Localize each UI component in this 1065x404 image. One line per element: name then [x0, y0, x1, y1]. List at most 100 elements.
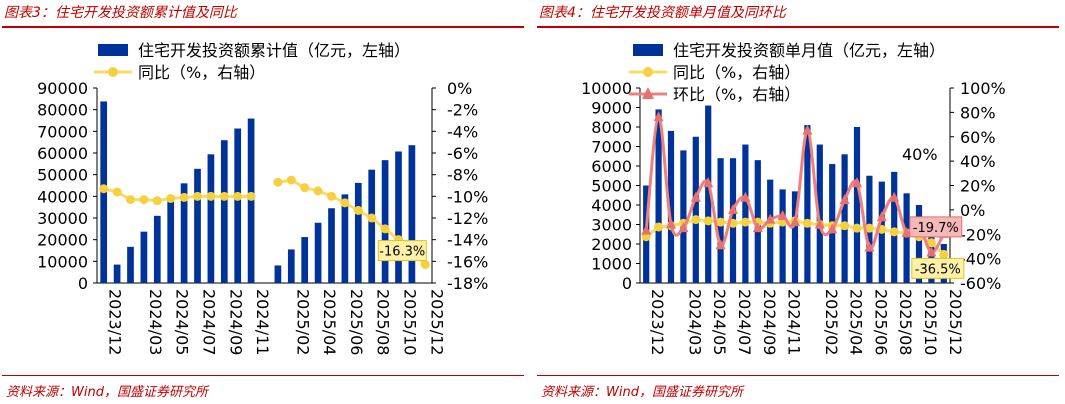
- y-tick-label-right: -6%: [447, 144, 478, 163]
- x-tick-label: 2025/10: [921, 289, 940, 355]
- bar: [167, 198, 175, 283]
- mom-point: [814, 218, 825, 229]
- chart-cumulative-investment: 0 10000 20000 30000 40000 50000 60000 70000 8000…: [37, 41, 488, 355]
- mom-point: [889, 191, 900, 202]
- legend-label: 同比（%，右轴）: [138, 63, 265, 82]
- yoy-point: [852, 223, 862, 233]
- bar: [301, 237, 309, 283]
- bar: [903, 193, 910, 283]
- y-tick-label-left: 90000: [37, 79, 88, 98]
- yoy-point: [286, 175, 296, 185]
- yoy-point: [219, 191, 229, 201]
- bar: [368, 169, 376, 283]
- legend-label: 同比（%，右轴）: [673, 63, 800, 82]
- mom-point: [790, 216, 800, 227]
- x-tick-label: 2025/02: [293, 289, 312, 355]
- y-tick-label-right: 0%: [960, 201, 985, 220]
- y-tick-label-left: 30000: [37, 209, 88, 228]
- yoy-point: [273, 177, 283, 187]
- y-tick-label-left: 1000: [591, 255, 632, 274]
- bar: [853, 127, 861, 283]
- y-tick-label-right: -40%: [960, 250, 1001, 269]
- y-tick-label-left: 4000: [591, 196, 632, 215]
- bar: [742, 144, 749, 283]
- yoy-point: [179, 192, 189, 202]
- y-tick-label-right: 20%: [960, 177, 996, 196]
- y-tick-label-left: 40000: [37, 187, 88, 206]
- annotation-box: [911, 257, 965, 279]
- legend-marker: [108, 67, 118, 77]
- y-tick-label-right: -8%: [447, 166, 478, 185]
- bar: [140, 231, 148, 283]
- x-tick-label: 2025/06: [871, 289, 890, 355]
- mom-point: [728, 203, 738, 214]
- bar: [655, 109, 662, 283]
- mom-point: [703, 177, 714, 188]
- bar: [816, 144, 823, 283]
- y-tick-label-right: -20%: [960, 225, 1001, 244]
- y-tick-label-left: 3000: [591, 216, 632, 235]
- bar: [328, 208, 335, 283]
- yoy-point: [889, 227, 899, 237]
- y-tick-label-right: -18%: [447, 274, 488, 293]
- bar: [194, 168, 201, 283]
- y-tick-label-left: 80000: [37, 101, 88, 120]
- yoy-point: [126, 195, 135, 205]
- y-tick-label-left: 0: [622, 274, 632, 293]
- y-tick-label-right: -10%: [447, 187, 488, 206]
- x-tick-label: 2024/07: [200, 289, 219, 355]
- bar: [180, 183, 188, 283]
- yoy-point: [926, 238, 936, 248]
- yoy-point: [206, 191, 216, 201]
- y-tick-label-right: -16%: [447, 252, 488, 271]
- y-tick-label-right: -14%: [447, 231, 488, 250]
- mom-point: [839, 194, 850, 205]
- series-line: [103, 187, 252, 203]
- y-tick-label-left: 20000: [37, 231, 88, 250]
- mom-point: [901, 227, 912, 238]
- mom-point: [765, 213, 776, 224]
- yoy-point: [380, 224, 390, 234]
- yoy-point: [740, 217, 750, 227]
- yoy-point: [654, 222, 664, 232]
- bar: [341, 194, 349, 283]
- yoy-point: [99, 184, 109, 194]
- yoy-point: [340, 198, 350, 208]
- bar: [153, 215, 161, 283]
- y-tick-label-right: -4%: [447, 122, 478, 141]
- mom-point: [740, 191, 751, 202]
- yoy-point: [353, 205, 363, 215]
- y-tick-label-right: 80%: [960, 103, 996, 122]
- x-tick-label: 2025/12: [427, 289, 446, 355]
- annotation-label: 40%: [902, 145, 938, 164]
- bar: [928, 232, 935, 283]
- y-tick-label-right: 60%: [960, 128, 996, 147]
- y-tick-label-left: 50000: [37, 166, 88, 185]
- source-note: 资料来源：Wind，国盛证券研究所: [6, 385, 208, 400]
- yoy-point: [420, 260, 430, 270]
- y-tick-label-left: 5000: [591, 177, 632, 196]
- y-tick-label-right: -60%: [960, 274, 1001, 293]
- mom-point: [926, 246, 937, 257]
- legend-marker: [643, 67, 653, 77]
- bar: [395, 151, 402, 283]
- x-tick-label: 2025/08: [374, 289, 393, 355]
- bar: [667, 130, 675, 283]
- y-tick-label-left: 70000: [37, 122, 88, 141]
- bar: [408, 145, 416, 283]
- legend-label: 住宅开发投资额累计值（亿元，左轴）: [138, 41, 410, 60]
- y-tick-label-left: 7000: [591, 138, 632, 157]
- x-tick-label: 2024/11: [253, 289, 272, 355]
- y-tick-label-right: 100%: [960, 79, 1006, 98]
- y-tick-label-left: 60000: [37, 144, 88, 163]
- mom-point: [715, 239, 726, 250]
- mom-point: [777, 209, 788, 220]
- bar: [680, 150, 687, 283]
- mom-point: [641, 224, 652, 235]
- mom-point: [864, 241, 875, 252]
- mom-point: [690, 191, 701, 202]
- x-tick-label: 2024/09: [226, 289, 245, 355]
- legend-label: 住宅开发投资额单月值（亿元，左轴）: [673, 41, 945, 60]
- bar: [127, 246, 134, 283]
- mom-point: [653, 111, 664, 122]
